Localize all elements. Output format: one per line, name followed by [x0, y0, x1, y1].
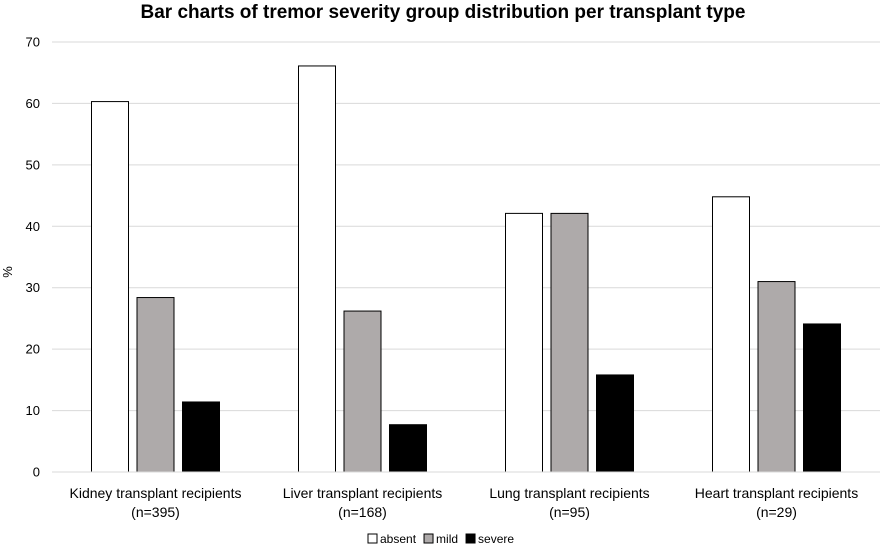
y-axis-label: %: [0, 266, 15, 278]
legend-label-absent: absent: [380, 532, 417, 546]
bar-absent: [298, 65, 336, 473]
y-tick-label: 0: [33, 465, 40, 480]
bar-absent: [505, 212, 543, 473]
x-category-label: Lung transplant recipients: [489, 485, 649, 501]
legend-label-mild: mild: [436, 532, 458, 546]
y-tick-label: 10: [26, 403, 40, 418]
bar-severe: [389, 424, 427, 473]
legend: absent mild severe: [367, 532, 514, 546]
bars: [91, 65, 841, 473]
bar-mild: [757, 281, 796, 473]
bar-absent: [91, 101, 129, 473]
bar-mild: [136, 297, 175, 473]
x-category-label: (n=395): [131, 504, 180, 520]
y-tick-label: 30: [26, 280, 40, 295]
y-tick-label: 50: [26, 157, 40, 172]
x-category-label: Kidney transplant recipients: [70, 485, 242, 501]
x-category-label: Liver transplant recipients: [283, 485, 443, 501]
x-category-label: (n=168): [338, 504, 387, 520]
grid-lines: [52, 41, 880, 412]
legend-label-severe: severe: [478, 532, 514, 546]
bar-mild: [550, 212, 589, 473]
axes: 0 10 20 30 40 50 60 70% Kidney transplant recipi…: [0, 35, 880, 520]
bar-absent: [712, 196, 750, 473]
bar-severe: [803, 323, 841, 473]
y-tick-label: 40: [26, 219, 40, 234]
x-category-label: (n=29): [756, 504, 797, 520]
y-tick-label: 70: [26, 35, 40, 50]
y-tick-label: 20: [26, 342, 40, 357]
bar-severe: [596, 374, 634, 473]
chart-title: Bar charts of tremor severity group dist…: [140, 2, 746, 23]
y-tick-label: 60: [26, 96, 40, 111]
legend-swatch-absent: [367, 533, 378, 544]
legend-swatch-severe: [465, 533, 476, 544]
x-category-label: Heart transplant recipients: [695, 485, 858, 501]
bar-mild: [343, 310, 382, 473]
legend-swatch-mild: [423, 533, 434, 544]
bar-severe: [182, 401, 220, 473]
x-category-label: (n=95): [549, 504, 590, 520]
